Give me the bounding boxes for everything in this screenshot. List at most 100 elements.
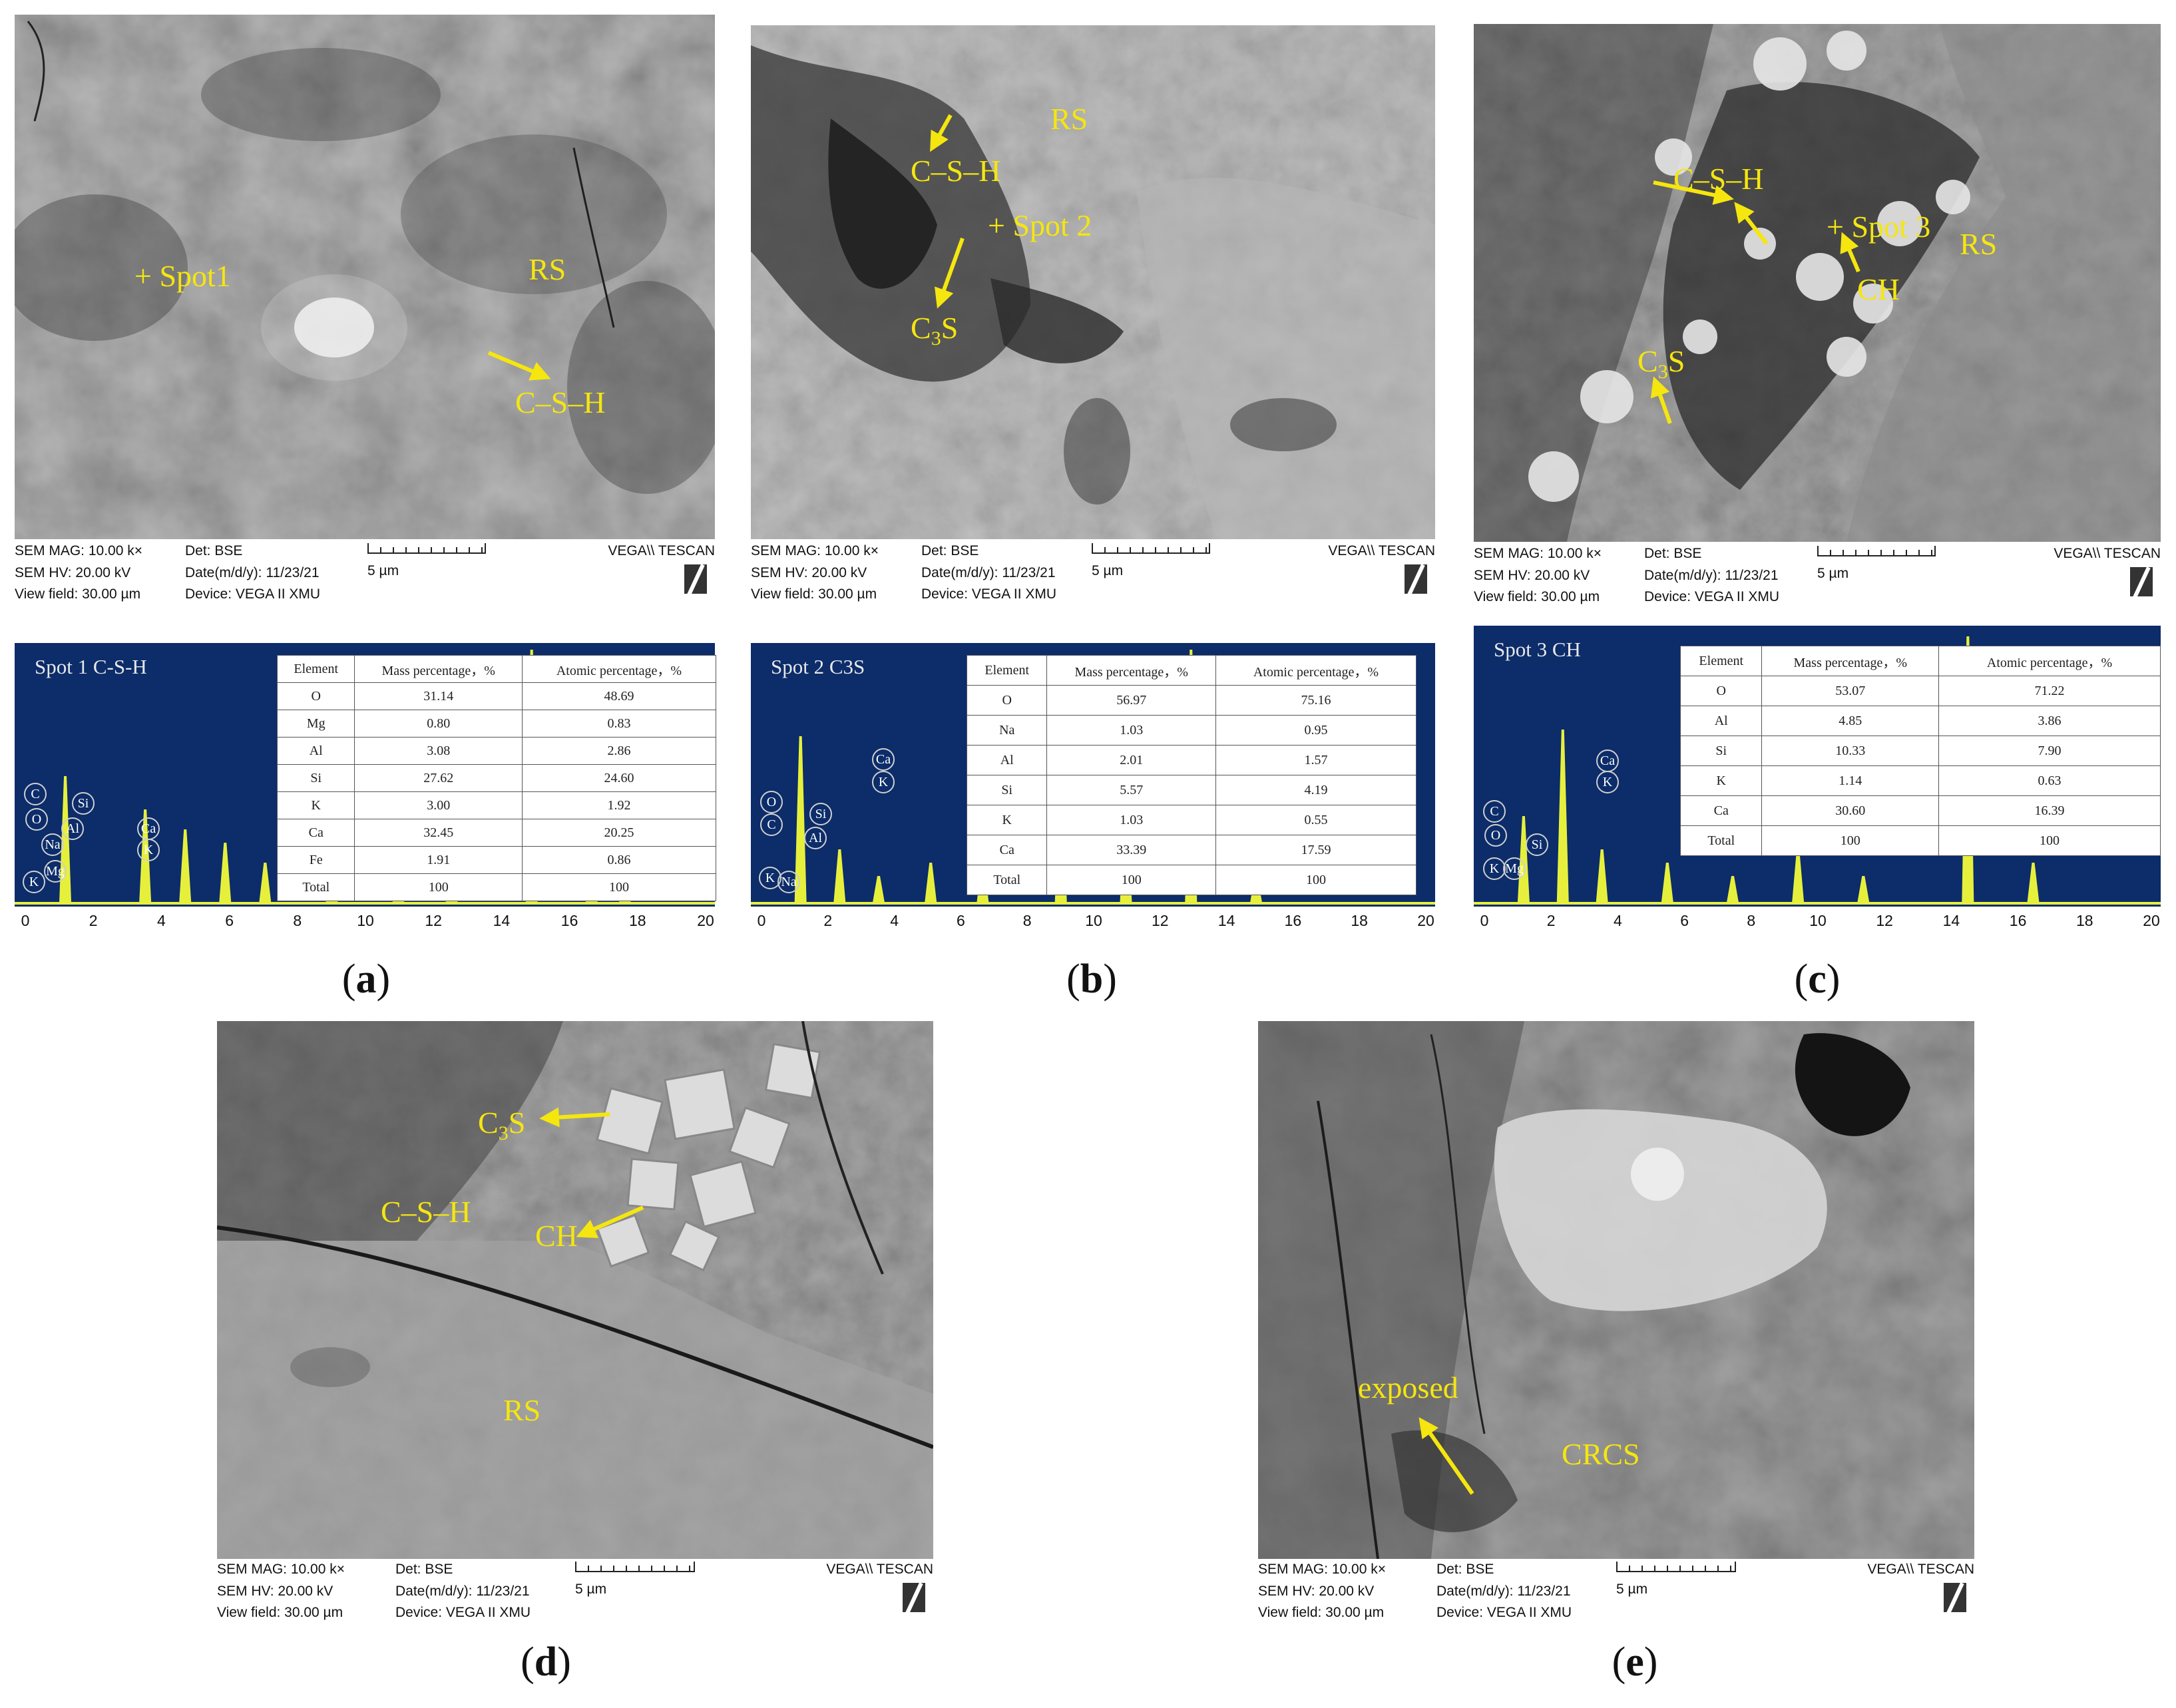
eds-peak — [219, 843, 232, 903]
annotation-spot3: + Spot 3 — [1827, 210, 1931, 244]
eds-peak-label: Na — [41, 833, 64, 856]
table-cell: 53.07 — [1761, 676, 1940, 706]
table-header: Element — [966, 655, 1048, 686]
eds-peak — [1661, 863, 1673, 903]
table-row: Total 100 100 — [1679, 825, 2161, 856]
axis-tick-label: 12 — [1876, 912, 1893, 929]
axis-tick-label: 10 — [357, 912, 374, 929]
table-cell: 0.95 — [1215, 715, 1417, 746]
annotation-spot2: + Spot 2 — [988, 208, 1092, 242]
table-cell: 17.59 — [1215, 835, 1417, 865]
table-cell: 1.14 — [1761, 765, 1940, 796]
caption-e: (e) — [1612, 1639, 1658, 1685]
table-header: Element — [276, 655, 355, 683]
scale-bar — [1817, 546, 1936, 556]
table-cell: K — [966, 805, 1048, 835]
table-cell: Fe — [276, 846, 355, 874]
eds-title: Spot 1 C-S-H — [35, 655, 147, 678]
table-cell: O — [276, 682, 355, 710]
axis-tick-label: 8 — [293, 912, 302, 929]
table-cell: Total — [966, 865, 1048, 895]
table-cell: Al — [966, 745, 1048, 775]
eds-title: Spot 3 CH — [1494, 638, 1581, 661]
table-cell: K — [1679, 765, 1763, 796]
eds-x-axis: 0 2 4 6 8 10 12 14 16 18 20 — [15, 912, 715, 932]
eds-peak-label: Al — [61, 817, 84, 840]
axis-tick-label: 8 — [1022, 912, 1032, 929]
table-cell: 3.00 — [354, 791, 523, 819]
axis-tick-label: 6 — [956, 912, 965, 929]
table-cell: 100 — [354, 873, 523, 901]
table-header: Mass percentage，% — [1761, 646, 1940, 676]
eds-peak-label: Si — [809, 803, 832, 825]
table-cell: 4.85 — [1761, 706, 1940, 736]
sem-image-a: + Spot1 RS C–S–H — [15, 15, 715, 539]
axis-tick-label: 0 — [757, 912, 766, 929]
axis-tick-label: 14 — [1217, 912, 1235, 929]
sem-footer-d: SEM MAG: 10.00 k× SEM HV: 20.00 kV View fi… — [217, 1562, 933, 1621]
table-cell: 33.39 — [1046, 835, 1216, 865]
annotation-c3s: C3S — [478, 1106, 526, 1145]
eds-spectrum-panel: Spot 1 C-S-H O C Si Al Na Mg K Ca K Element Mass pe… — [15, 643, 717, 947]
axis-tick-label: 2 — [823, 912, 833, 929]
table-row: O 56.97 75.16 — [966, 685, 1417, 716]
annotation-crcs: CRCS — [1562, 1437, 1640, 1471]
table-cell: 0.55 — [1215, 805, 1417, 835]
table-cell: Al — [1679, 706, 1763, 736]
table-header: Element — [1679, 646, 1763, 676]
table-cell: 0.86 — [521, 846, 717, 874]
scale-bar — [575, 1562, 695, 1572]
axis-tick-label: 16 — [1284, 912, 1302, 929]
eds-peak-label: K — [1483, 857, 1506, 880]
table-cell: 3.08 — [354, 737, 523, 765]
table-row: K 1.03 0.55 — [966, 805, 1417, 835]
table-cell: 20.25 — [521, 819, 717, 847]
annotation-csh: C–S–H — [381, 1195, 471, 1229]
table-row: K 1.14 0.63 — [1679, 765, 2161, 796]
annotation-spot1: + Spot1 — [134, 259, 231, 293]
axis-tick-label: 20 — [2143, 912, 2160, 929]
table-cell: 56.97 — [1046, 685, 1216, 716]
table-cell: Mg — [276, 710, 355, 738]
eds-peak-label: C — [760, 813, 783, 836]
axis-tick-label: 16 — [2009, 912, 2027, 929]
table-cell: O — [966, 685, 1048, 716]
annotation-rs: RS — [1960, 227, 1998, 261]
eds-peak-label: O — [1484, 824, 1507, 847]
eds-title: Spot 2 C3S — [771, 655, 865, 678]
table-cell: 0.83 — [521, 710, 717, 738]
eds-peak-label: Si — [1526, 833, 1548, 856]
table-row: Mg 0.80 0.83 — [276, 710, 717, 738]
eds-peak — [1857, 876, 1870, 903]
table-cell: Ca — [966, 835, 1048, 865]
sem-image-b: RS C–S–H + Spot 2 C3S — [751, 25, 1435, 539]
table-cell: 1.03 — [1046, 805, 1216, 835]
table-row: Al 3.08 2.86 — [276, 737, 717, 765]
caption-c: (c) — [1794, 957, 1841, 1002]
eds-peak — [259, 863, 272, 903]
eds-peak-label: C — [1483, 800, 1506, 823]
axis-tick-label: 6 — [225, 912, 234, 929]
table-cell: 4.19 — [1215, 775, 1417, 805]
caption-d: (d) — [521, 1639, 571, 1685]
table-cell: 100 — [1761, 825, 1940, 856]
eds-peak-label: K — [23, 871, 45, 893]
annotation-c3s: C3S — [1637, 344, 1685, 383]
eds-spectrum-panel: Spot 2 C3S O C Si Al K Na Ca K Element Mass percen… — [751, 643, 1435, 947]
scale-bar — [367, 543, 486, 554]
table-cell: 0.80 — [354, 710, 523, 738]
eds-peak-label: O — [760, 791, 783, 813]
table-cell: 27.62 — [354, 764, 523, 792]
table-cell: 100 — [521, 873, 717, 901]
table-cell: 16.39 — [1938, 795, 2161, 826]
table-cell: Total — [276, 873, 355, 901]
eds-peak — [833, 849, 846, 903]
eds-peak-label: K — [872, 771, 895, 793]
eds-composition-table: Element Mass percentage，% Atomic percentag… — [1679, 646, 2161, 856]
table-cell: 24.60 — [521, 764, 717, 792]
axis-tick-label: 20 — [1417, 912, 1434, 929]
eds-peak-label: C — [24, 783, 47, 805]
axis-tick-label: 10 — [1085, 912, 1102, 929]
scale-bar — [1616, 1562, 1736, 1572]
table-cell: 32.45 — [354, 819, 523, 847]
